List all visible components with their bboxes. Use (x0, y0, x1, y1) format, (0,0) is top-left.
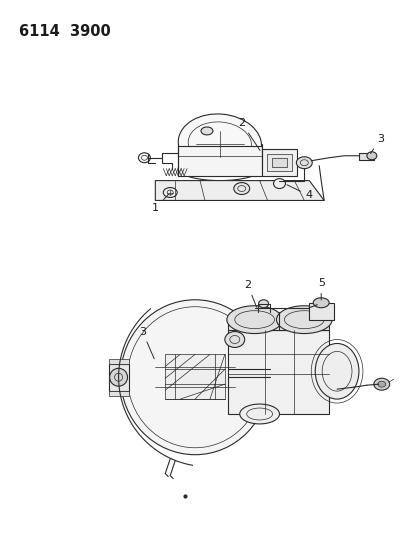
Polygon shape (155, 181, 324, 200)
Ellipse shape (367, 152, 377, 160)
Polygon shape (359, 153, 374, 160)
Ellipse shape (110, 368, 128, 386)
Polygon shape (178, 146, 262, 175)
Polygon shape (228, 329, 329, 414)
Text: 4: 4 (287, 185, 313, 200)
Ellipse shape (163, 188, 177, 197)
Ellipse shape (178, 114, 262, 174)
Polygon shape (309, 303, 334, 320)
Polygon shape (228, 320, 329, 329)
Polygon shape (109, 365, 129, 391)
Polygon shape (165, 354, 225, 399)
Ellipse shape (201, 127, 213, 135)
Text: 3: 3 (370, 134, 384, 154)
Text: 2: 2 (238, 118, 260, 150)
Ellipse shape (138, 153, 151, 163)
Polygon shape (272, 158, 287, 167)
Ellipse shape (378, 381, 386, 387)
Text: 3: 3 (139, 327, 154, 359)
Text: 2: 2 (244, 280, 257, 307)
Text: 5: 5 (318, 278, 325, 300)
Ellipse shape (259, 300, 268, 308)
Ellipse shape (374, 378, 390, 390)
Polygon shape (109, 359, 129, 365)
Polygon shape (109, 391, 129, 396)
Ellipse shape (121, 300, 270, 455)
Ellipse shape (315, 343, 359, 399)
Text: 6114  3900: 6114 3900 (19, 23, 111, 39)
Ellipse shape (227, 306, 282, 334)
Polygon shape (266, 154, 293, 171)
Ellipse shape (277, 306, 332, 334)
Ellipse shape (313, 298, 329, 308)
Polygon shape (262, 149, 297, 175)
Text: 1: 1 (152, 195, 169, 213)
Ellipse shape (296, 157, 312, 168)
Ellipse shape (225, 332, 245, 348)
Ellipse shape (240, 404, 279, 424)
Ellipse shape (234, 183, 250, 195)
Ellipse shape (273, 179, 286, 189)
